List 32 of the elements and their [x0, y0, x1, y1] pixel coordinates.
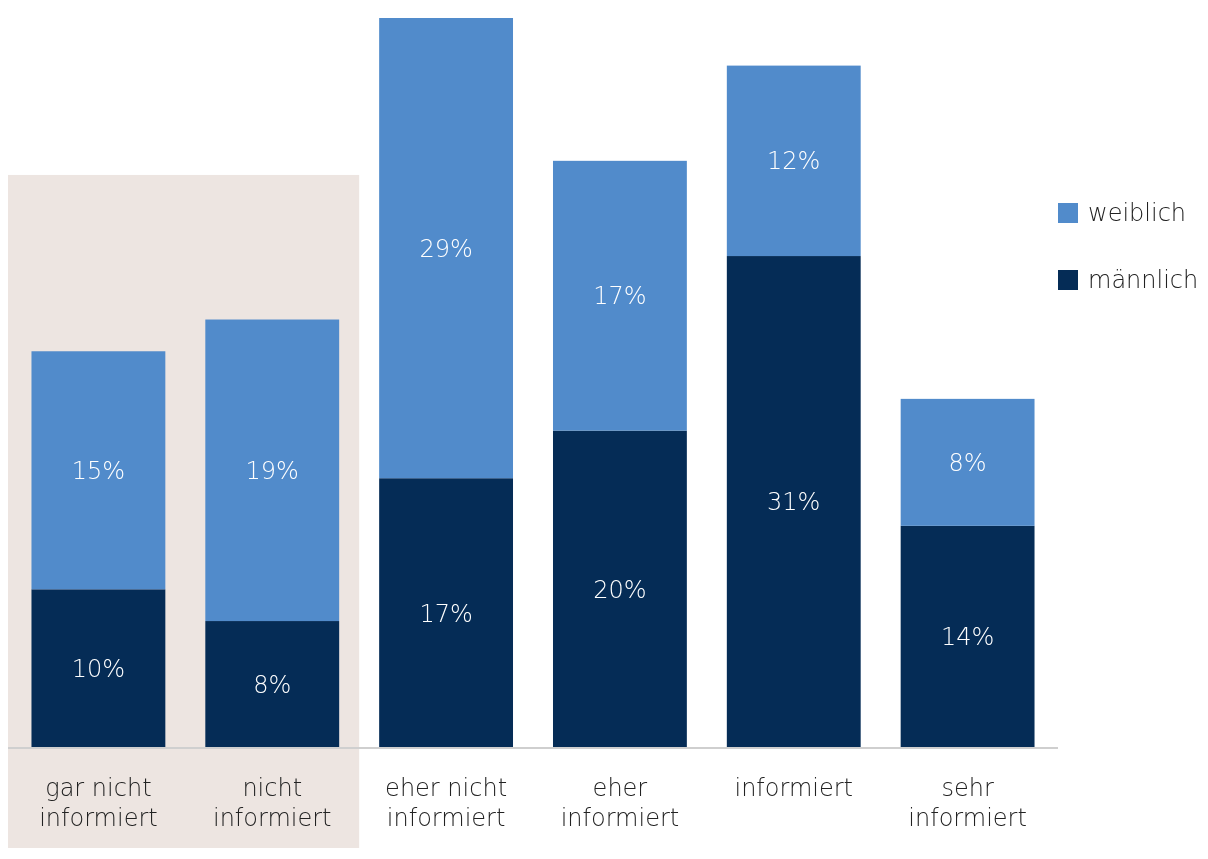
data-label: 8% [253, 670, 292, 699]
x-tick-label: gar nicht informiert [39, 774, 158, 832]
bar [726, 65, 861, 257]
data-label: 12% [767, 147, 821, 176]
bar [552, 430, 687, 748]
bar [379, 18, 514, 479]
data-label: 29% [419, 234, 473, 263]
bar [900, 525, 1035, 748]
x-tick-label: informiert [734, 774, 854, 802]
bar [552, 160, 687, 431]
data-label: 19% [245, 456, 299, 485]
x-tick-label: nicht informiert [212, 774, 332, 832]
legend-label: weiblich [1088, 199, 1187, 228]
data-label: 8% [948, 448, 987, 477]
data-label: 31% [767, 488, 821, 517]
bar [900, 398, 1035, 526]
bar [726, 256, 861, 748]
data-label: 14% [940, 623, 995, 652]
data-label: 17% [593, 282, 647, 311]
data-label: 10% [71, 655, 126, 684]
x-tick-label: eher informiert [560, 774, 680, 832]
data-label: 17% [419, 599, 473, 628]
bar [205, 319, 340, 622]
data-label: 15% [71, 456, 126, 485]
bar [379, 478, 514, 748]
x-tick-label: sehr informiert [908, 774, 1027, 832]
bar [31, 351, 166, 590]
data-label: 20% [593, 575, 647, 604]
legend-label: männlich [1088, 266, 1199, 295]
bar [205, 621, 340, 748]
bar [31, 589, 166, 748]
x-tick-label: eher nicht informiert [385, 774, 508, 832]
